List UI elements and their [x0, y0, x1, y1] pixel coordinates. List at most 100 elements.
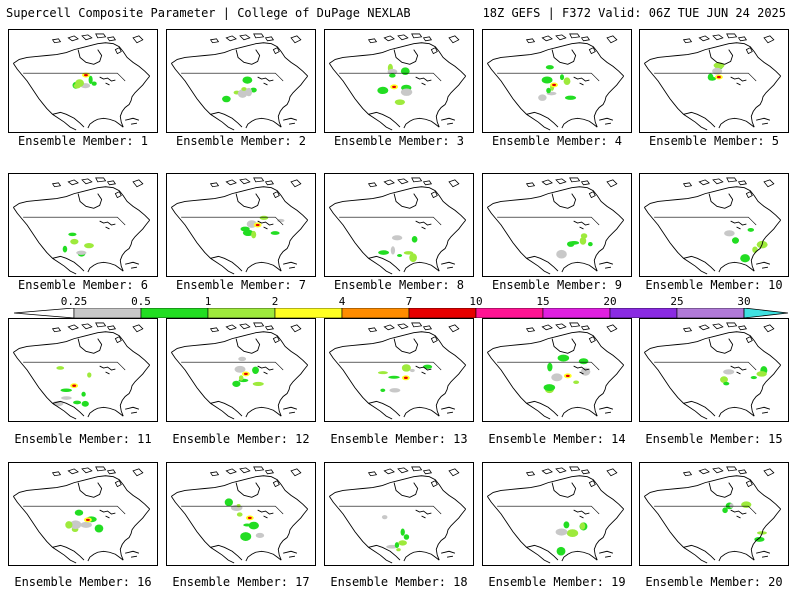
- arctic-island: [209, 38, 220, 44]
- coastline: [487, 331, 625, 366]
- ensemble-map-panel: [324, 462, 474, 566]
- north-america-map: [486, 177, 625, 275]
- ensemble-member-label: Ensemble Member: 8: [333, 278, 465, 292]
- arctic-island: [422, 469, 433, 475]
- scp-contour-area: [556, 546, 566, 556]
- coastline: [170, 352, 235, 420]
- north-america-map: [12, 33, 151, 131]
- coastline: [486, 207, 551, 275]
- us-canada-border: [339, 361, 442, 371]
- coastline: [210, 255, 243, 272]
- arctic-island: [698, 324, 710, 331]
- arctic-island: [745, 191, 753, 199]
- coastline: [644, 42, 782, 77]
- coastline: [756, 261, 771, 269]
- coastline: [277, 508, 309, 561]
- coastline: [441, 117, 456, 125]
- scp-contour-area: [722, 507, 728, 514]
- arctic-island: [290, 324, 302, 333]
- coastline: [551, 193, 577, 209]
- coastline: [708, 193, 734, 209]
- colorbar-tick-label: 4: [338, 295, 346, 308]
- us-canada-border: [654, 361, 757, 371]
- coastline: [52, 255, 85, 272]
- coastline: [441, 550, 456, 558]
- scp-contour-area: [222, 95, 231, 103]
- scp-contour-area: [741, 501, 752, 509]
- coastline: [393, 49, 419, 65]
- arctic-island: [383, 468, 395, 475]
- arctic-island: [95, 322, 107, 328]
- scp-contour-area: [400, 67, 410, 76]
- scp-contour-area: [729, 503, 734, 508]
- ensemble-map-panel: [482, 318, 632, 422]
- arctic-island: [253, 466, 265, 472]
- coastline: [99, 76, 116, 86]
- scp-extreme-area: [83, 73, 88, 77]
- coastline: [441, 261, 456, 269]
- scp-contour-area: [388, 375, 400, 379]
- colorbar-tick-label: 15: [536, 295, 550, 308]
- coastline: [77, 338, 103, 354]
- coastline: [170, 207, 235, 275]
- scp-contour-area: [270, 231, 280, 235]
- arctic-island: [448, 324, 460, 333]
- coastline: [435, 219, 467, 272]
- north-america-map: [643, 322, 782, 420]
- arctic-island: [253, 33, 265, 39]
- coastline: [644, 475, 782, 510]
- arctic-island: [745, 47, 753, 55]
- scp-contour-area: [236, 512, 243, 517]
- coastline: [683, 400, 716, 417]
- scp-contour-area: [60, 388, 73, 392]
- arctic-island: [114, 47, 122, 55]
- coastline: [245, 117, 282, 129]
- coastline: [52, 400, 85, 417]
- us-canada-border: [181, 505, 284, 515]
- arctic-island: [114, 191, 122, 199]
- arctic-island: [763, 324, 775, 333]
- arctic-island: [588, 480, 596, 488]
- arctic-island: [422, 36, 433, 42]
- arctic-island: [525, 471, 536, 477]
- us-canada-border: [181, 216, 284, 226]
- coastline: [12, 63, 77, 131]
- coastline: [13, 475, 151, 510]
- arctic-island: [737, 180, 748, 186]
- coastline: [599, 261, 614, 269]
- arctic-island: [448, 35, 460, 44]
- coastline: [435, 75, 467, 128]
- us-canada-border: [654, 505, 757, 515]
- ensemble-member-label: Ensemble Member: 6: [17, 278, 149, 292]
- coastline: [561, 550, 598, 562]
- coastline: [170, 496, 235, 564]
- arctic-island: [51, 471, 62, 477]
- coastline: [718, 117, 755, 129]
- arctic-island: [132, 179, 144, 188]
- arctic-island: [67, 468, 79, 475]
- arctic-island: [682, 327, 693, 333]
- coastline: [245, 406, 282, 418]
- coastline: [119, 75, 151, 128]
- arctic-island: [132, 35, 144, 44]
- ensemble-map-panel: [324, 173, 474, 277]
- scp-contour-area: [568, 240, 580, 245]
- coastline: [644, 331, 782, 366]
- arctic-island: [367, 38, 378, 44]
- scp-contour-area: [245, 87, 253, 97]
- coastline: [235, 193, 261, 209]
- coastline: [87, 117, 124, 129]
- coastline: [756, 117, 771, 125]
- north-america-map: [170, 33, 309, 131]
- coastline: [486, 352, 551, 420]
- scp-extreme-area: [255, 223, 260, 227]
- scp-contour-area: [81, 391, 86, 397]
- coastline: [87, 261, 124, 273]
- coastline: [210, 111, 243, 128]
- coastline: [708, 49, 734, 65]
- coastline: [210, 544, 243, 561]
- scp-contour-area: [377, 371, 388, 375]
- north-america-map: [12, 322, 151, 420]
- arctic-island: [448, 468, 460, 477]
- us-canada-border: [181, 72, 284, 82]
